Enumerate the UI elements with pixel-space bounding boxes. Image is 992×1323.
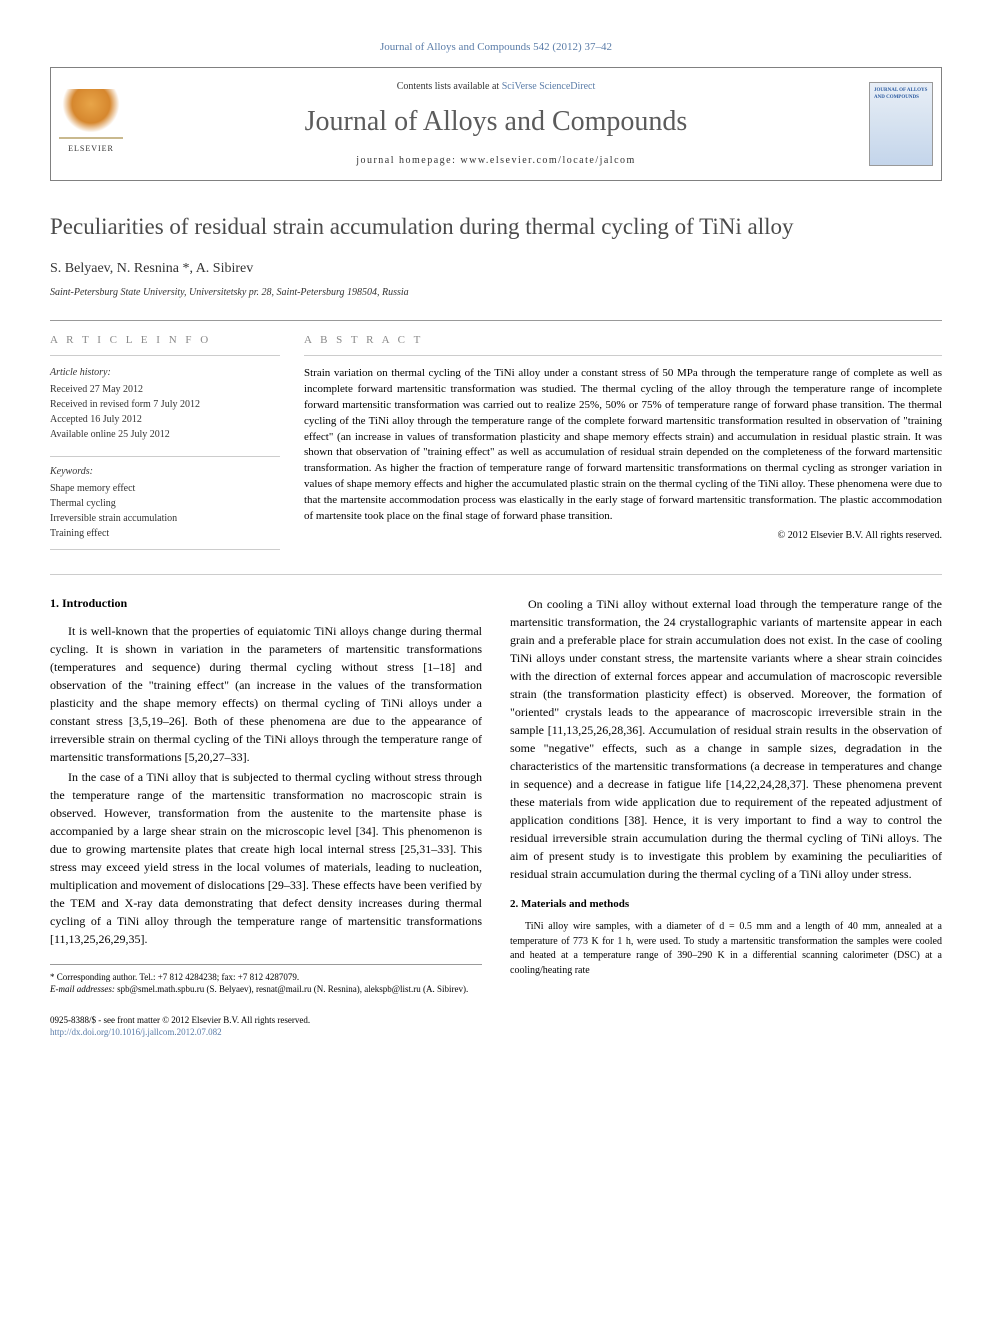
keyword-item: Training effect [50, 526, 280, 541]
keywords-label: Keywords: [50, 465, 280, 479]
sciencedirect-link[interactable]: SciVerse ScienceDirect [502, 81, 596, 92]
history-received: Received 27 May 2012 [50, 382, 280, 397]
info-abstract-row: A R T I C L E I N F O Article history: R… [50, 320, 942, 549]
journal-homepage-line: journal homepage: www.elsevier.com/locat… [139, 154, 853, 168]
page-root: Journal of Alloys and Compounds 542 (201… [0, 0, 992, 1079]
journal-header-center: Contents lists available at SciVerse Sci… [131, 68, 861, 179]
body-columns: 1. Introduction It is well-known that th… [50, 574, 942, 1039]
abstract-text: Strain variation on thermal cycling of t… [304, 366, 942, 525]
article-info-label: A R T I C L E I N F O [50, 333, 280, 355]
history-revised: Received in revised form 7 July 2012 [50, 397, 280, 412]
abstract-label: A B S T R A C T [304, 333, 942, 355]
journal-reference: Journal of Alloys and Compounds 542 (201… [50, 40, 942, 55]
abstract-copyright: © 2012 Elsevier B.V. All rights reserved… [304, 529, 942, 543]
email-addresses[interactable]: spb@smel.math.spbu.ru (S. Belyaev), resn… [117, 984, 468, 994]
publisher-name: ELSEVIER [59, 143, 123, 154]
body-column-right: On cooling a TiNi alloy without external… [510, 595, 942, 1039]
journal-name: Journal of Alloys and Compounds [139, 102, 853, 141]
body-paragraph: It is well-known that the properties of … [50, 622, 482, 766]
authors-line: S. Belyaev, N. Resnina *, A. Sibirev [50, 259, 942, 279]
article-info-column: A R T I C L E I N F O Article history: R… [50, 333, 280, 549]
issn-line: 0925-8388/$ - see front matter © 2012 El… [50, 1014, 482, 1027]
email-addresses-line: E-mail addresses: spb@smel.math.spbu.ru … [50, 983, 482, 996]
section-heading-introduction: 1. Introduction [50, 595, 482, 612]
section-heading-materials: 2. Materials and methods [510, 897, 942, 912]
body-paragraph: On cooling a TiNi alloy without external… [510, 595, 942, 883]
corresponding-author-note: * Corresponding author. Tel.: +7 812 428… [50, 971, 482, 984]
body-paragraph: In the case of a TiNi alloy that is subj… [50, 768, 482, 948]
article-history-label: Article history: [50, 366, 280, 380]
elsevier-logo-icon: ELSEVIER [59, 89, 123, 159]
issn-doi-block: 0925-8388/$ - see front matter © 2012 El… [50, 1014, 482, 1039]
affiliation-line: Saint-Petersburg State University, Unive… [50, 286, 942, 300]
body-paragraph-small: TiNi alloy wire samples, with a diameter… [510, 920, 942, 978]
journal-homepage-url[interactable]: www.elsevier.com/locate/jalcom [460, 155, 635, 166]
article-title: Peculiarities of residual strain accumul… [50, 211, 942, 243]
journal-header: ELSEVIER Contents lists available at Sci… [50, 67, 942, 180]
keyword-item: Thermal cycling [50, 496, 280, 511]
journal-cover-thumbnail: JOURNAL OF ALLOYS AND COMPOUNDS [869, 82, 933, 166]
doi-link[interactable]: http://dx.doi.org/10.1016/j.jallcom.2012… [50, 1027, 222, 1037]
footnotes-block: * Corresponding author. Tel.: +7 812 428… [50, 964, 482, 996]
publisher-logo-box: ELSEVIER [51, 68, 131, 179]
history-accepted: Accepted 16 July 2012 [50, 412, 280, 427]
abstract-column: A B S T R A C T Strain variation on ther… [304, 333, 942, 549]
keyword-item: Irreversible strain accumulation [50, 511, 280, 526]
history-online: Available online 25 July 2012 [50, 427, 280, 442]
journal-cover-box: JOURNAL OF ALLOYS AND COMPOUNDS [861, 68, 941, 179]
contents-available-line: Contents lists available at SciVerse Sci… [139, 80, 853, 94]
keywords-block: Keywords: Shape memory effect Thermal cy… [50, 456, 280, 550]
keyword-item: Shape memory effect [50, 481, 280, 496]
body-column-left: 1. Introduction It is well-known that th… [50, 595, 482, 1039]
